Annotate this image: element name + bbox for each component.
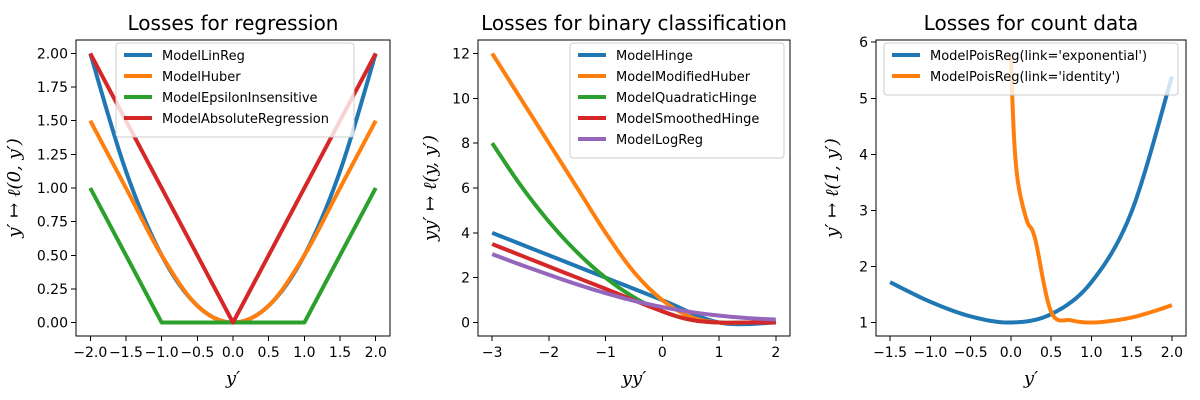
legend-box [883, 42, 1179, 96]
y-axis-label: y′ ↦ ℓ(1, y′) [822, 138, 843, 238]
x-tick-label: −1.5 [109, 345, 143, 361]
series-line-4 [88, 52, 378, 325]
series-line-1 [889, 75, 1174, 325]
x-tick-label: −1 [595, 345, 616, 361]
x-tick-label: −1.0 [145, 345, 179, 361]
chart-1: −2.0 −1.5 −1.0 −0.5 0.0 0.5 1.0 1.5 2.0 0.00 0.25 0… [4, 11, 391, 389]
chart-title: Losses for count data [924, 11, 1139, 35]
y-tick-label: 1.75 [37, 80, 68, 96]
x-axis-label: yy′ [621, 368, 646, 389]
legend: ModelPoisReg(link='exponential') ModelPoi… [883, 42, 1179, 96]
x-tick-label: −2 [539, 345, 560, 361]
legend: ModelHinge ModelModifiedHuber ModelQuadrat… [569, 42, 785, 159]
axes-frame [875, 39, 1187, 337]
legend-entry: ModelLogReg [616, 133, 703, 148]
y-tick-label: 10 [452, 91, 470, 107]
x-tick-label: 2 [771, 345, 780, 361]
y-tick-label: 12 [452, 46, 470, 62]
x-tick-label: 0.5 [1040, 345, 1062, 361]
legend-entry: ModelQuadraticHinge [616, 91, 757, 106]
x-tick-label: −0.5 [180, 345, 214, 361]
legend-entry: ModelAbsoluteRegression [162, 112, 329, 127]
y-tick-label: 4 [859, 147, 868, 163]
x-axis-label: y′ [225, 368, 240, 389]
y-tick-label: 1.50 [37, 114, 68, 130]
y-tick-label: 0 [461, 316, 470, 332]
legend-box [569, 42, 785, 159]
y-tick-label: 3 [859, 203, 868, 219]
series-line-1 [491, 230, 776, 327]
x-tick-label: −1.0 [913, 345, 947, 361]
y-tick-label: 0.50 [37, 248, 68, 264]
y-tick-label: 2 [461, 271, 470, 287]
legend-box [115, 42, 355, 138]
x-tick-label: 0.0 [222, 345, 244, 361]
y-tick-label: 0.25 [37, 282, 68, 298]
y-tick-label: 0.75 [37, 215, 68, 231]
y-tick-label: 5 [859, 91, 868, 107]
plot-area [490, 52, 777, 327]
legend-entry: ModelLinReg [162, 49, 245, 64]
x-axis-label: y′ [1023, 368, 1038, 389]
y-tick-label: 2.00 [37, 46, 68, 62]
legend-entry: ModelModifiedHuber [616, 70, 751, 85]
y-tick-label: 8 [461, 136, 470, 152]
y-tick-label: 2 [859, 259, 868, 275]
chart-3: −1.5 −1.0 −0.5 0.0 0.5 1.0 1.5 2.0 1 2 3 4 5 6 Losses … [822, 11, 1187, 389]
x-tick-label: 1.5 [1121, 345, 1143, 361]
y-tick-label: 1.25 [37, 147, 68, 163]
legend-entry: ModelSmoothedHinge [616, 112, 759, 127]
x-tick-label: −1.5 [873, 345, 907, 361]
y-tick-label: 0.00 [37, 316, 68, 332]
y-axis-label: y′ ↦ ℓ(0, y′) [4, 138, 25, 238]
chart-title: Losses for regression [128, 11, 339, 35]
plot-area [88, 52, 378, 325]
y-axis-label: yy′ ↦ ℓ(y, y′) [420, 135, 441, 242]
x-tick-label: 0 [658, 345, 667, 361]
x-tick-label: −0.5 [954, 345, 988, 361]
x-tick-label: −3 [482, 345, 503, 361]
series-line-2 [1008, 53, 1173, 325]
legend-entry: ModelPoisReg(link='identity') [930, 70, 1120, 85]
x-tick-label: −2.0 [73, 345, 107, 361]
x-tick-label: 1.5 [329, 345, 351, 361]
y-tick-label: 1 [859, 316, 868, 332]
series-line-3 [490, 142, 777, 325]
x-tick-label: 2.0 [1161, 345, 1183, 361]
plot-area [889, 53, 1174, 325]
legend-entry: ModelPoisReg(link='exponential') [930, 49, 1147, 64]
series-line-2 [88, 119, 378, 325]
legend-entry: ModelHuber [162, 70, 241, 85]
y-tick-label: 4 [461, 226, 470, 242]
x-tick-label: 0.0 [1000, 345, 1022, 361]
x-tick-label: 1 [715, 345, 724, 361]
x-tick-label: 1.0 [293, 345, 315, 361]
series-line-5 [491, 252, 777, 322]
y-tick-label: 6 [461, 181, 470, 197]
legend-entry: ModelHinge [616, 49, 693, 64]
x-tick-label: 0.5 [258, 345, 280, 361]
legend: ModelLinReg ModelHuber ModelEpsilonInsensi… [115, 42, 355, 138]
chart-title: Losses for binary classification [481, 11, 787, 35]
series-line-4 [491, 242, 777, 325]
y-tick-label: 1.00 [37, 181, 68, 197]
y-tick-label: 6 [859, 35, 868, 51]
series-line-3 [88, 187, 378, 325]
x-tick-label: 2.0 [365, 345, 387, 361]
legend-entry: ModelEpsilonInsensitive [162, 91, 318, 106]
x-tick-label: 1.0 [1080, 345, 1102, 361]
